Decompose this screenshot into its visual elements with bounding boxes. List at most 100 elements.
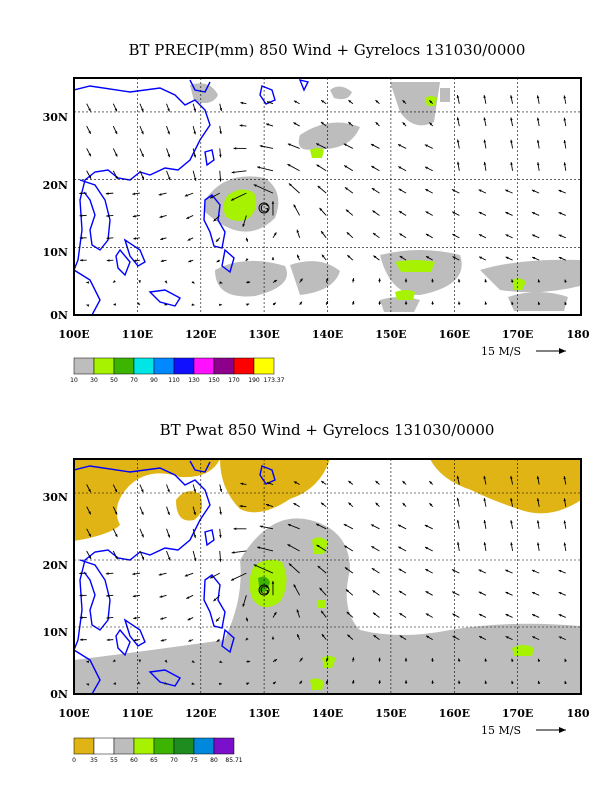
- wind-vector-head: [219, 488, 223, 492]
- wind-vector-head: [483, 542, 487, 546]
- colorbar-label: 130: [188, 377, 200, 384]
- colorbar-label: 70: [170, 757, 178, 764]
- wind-vector-head: [193, 177, 197, 181]
- colorbar-swatch: [93, 737, 115, 755]
- wind-vector-head: [320, 502, 324, 506]
- wind-vector-head: [563, 117, 567, 121]
- wind-vector: [253, 184, 274, 194]
- wind-vector-head: [106, 236, 110, 240]
- wind-vector-head: [141, 556, 144, 560]
- wind-vector-head: [563, 542, 567, 546]
- wind-vector-head: [563, 520, 567, 524]
- wind-vector-head: [346, 232, 350, 235]
- wind-vector-head: [158, 193, 162, 196]
- latitude-labels: 30N 20N 10N 0N: [43, 111, 68, 322]
- wind-vector-head: [564, 680, 567, 684]
- wind-vector-head: [531, 569, 535, 573]
- wind-vector-head: [344, 567, 348, 570]
- wind-vector-head: [231, 170, 235, 174]
- wind-vector-head: [558, 569, 562, 573]
- wind-vector-head: [483, 95, 486, 99]
- wind-vector-head: [483, 475, 486, 479]
- wind-vector-head: [563, 476, 567, 480]
- wind-vector-head: [348, 502, 352, 506]
- wind-vector-head: [558, 212, 562, 215]
- wind-vector-head: [296, 229, 300, 233]
- wind-vector-head: [456, 117, 460, 121]
- wind-vector-head: [219, 108, 223, 112]
- wind-vector-head: [317, 565, 321, 569]
- wind-vector-head: [273, 612, 277, 616]
- latitude-labels: 30N 20N 10N 0N: [43, 491, 68, 701]
- colorbar-label: 85.71: [225, 757, 242, 764]
- wind-vector-head: [79, 191, 83, 195]
- wind-vector-head: [399, 613, 403, 616]
- wind-vector-head: [293, 481, 297, 484]
- wind-vector-head: [536, 117, 540, 121]
- colorbar-label: 190: [248, 377, 260, 384]
- wind-vector-head: [373, 255, 377, 259]
- colorbar-label: 150: [208, 377, 220, 384]
- wind-vector-head: [457, 301, 461, 305]
- wind-vector-head: [537, 301, 541, 305]
- wind-vector-head: [344, 165, 348, 168]
- wind-vector-head: [457, 680, 461, 684]
- wind-vector-head: [216, 639, 220, 642]
- wind-vector-head: [398, 188, 402, 192]
- wind-vector-head: [402, 122, 406, 126]
- wind-vector-head: [558, 592, 562, 595]
- wind-vector-head: [88, 175, 92, 179]
- colorbar-swatch: [233, 357, 255, 375]
- map-frame: [73, 458, 582, 695]
- wind-vector-head: [456, 95, 460, 98]
- wind-vector-head: [113, 303, 117, 306]
- wind-vector-head: [558, 189, 562, 193]
- wind-vector-head: [167, 534, 170, 538]
- panel-title: BT Pwat 850 Wind + Gyrelocs 131030/0000: [160, 421, 495, 439]
- wind-vector-head: [271, 256, 275, 260]
- wind-vector-head: [425, 547, 429, 550]
- wind-vector-head: [478, 234, 482, 237]
- wind-vector-head: [191, 660, 195, 663]
- wind-vector-head: [321, 610, 324, 614]
- wind-vector-head: [245, 637, 249, 641]
- wind-vector-head: [456, 139, 460, 143]
- wind-vector-head: [398, 166, 402, 169]
- wind-vector-head: [316, 523, 320, 527]
- wind-vector-head: [193, 154, 197, 158]
- wind-vector-head: [141, 131, 144, 135]
- colorbar-label: 10: [70, 377, 78, 384]
- gyre-marker: G: [258, 584, 270, 597]
- wind-vector-head: [505, 569, 509, 573]
- wind-vector-head: [219, 535, 222, 538]
- wind-vector-head: [563, 498, 567, 502]
- wind-vector-head: [505, 256, 509, 260]
- grid-lines: [74, 459, 581, 694]
- wind-vector-head: [245, 238, 249, 242]
- wind-vector-head: [452, 613, 456, 617]
- wind-vector-head: [184, 574, 188, 577]
- wind-vector-head: [345, 589, 349, 593]
- wind-vector-head: [79, 594, 83, 597]
- lat-label: 30N: [43, 491, 68, 504]
- wind-vector-head: [293, 122, 297, 126]
- coastlines: [74, 78, 310, 315]
- wind-vector-head: [271, 636, 275, 640]
- wind-vector-head: [293, 503, 297, 506]
- wind-vector-head: [456, 519, 460, 523]
- wind-vector-head: [404, 680, 408, 683]
- wind-vector-head: [259, 144, 263, 148]
- wind-vector-head: [193, 534, 197, 538]
- wind-vector-head: [511, 680, 514, 684]
- wind-vector-head: [297, 254, 300, 258]
- wind-vector-head: [378, 657, 381, 661]
- wind-vector-head: [373, 635, 377, 638]
- wind-vector-head: [351, 278, 355, 281]
- wind-vector-head: [532, 636, 536, 639]
- wind-vector-head: [397, 524, 401, 528]
- wind-vector-head: [425, 166, 429, 170]
- lon-label: 130E: [248, 328, 279, 341]
- wind-vector-head: [266, 482, 270, 485]
- wind-vector-head: [483, 139, 487, 143]
